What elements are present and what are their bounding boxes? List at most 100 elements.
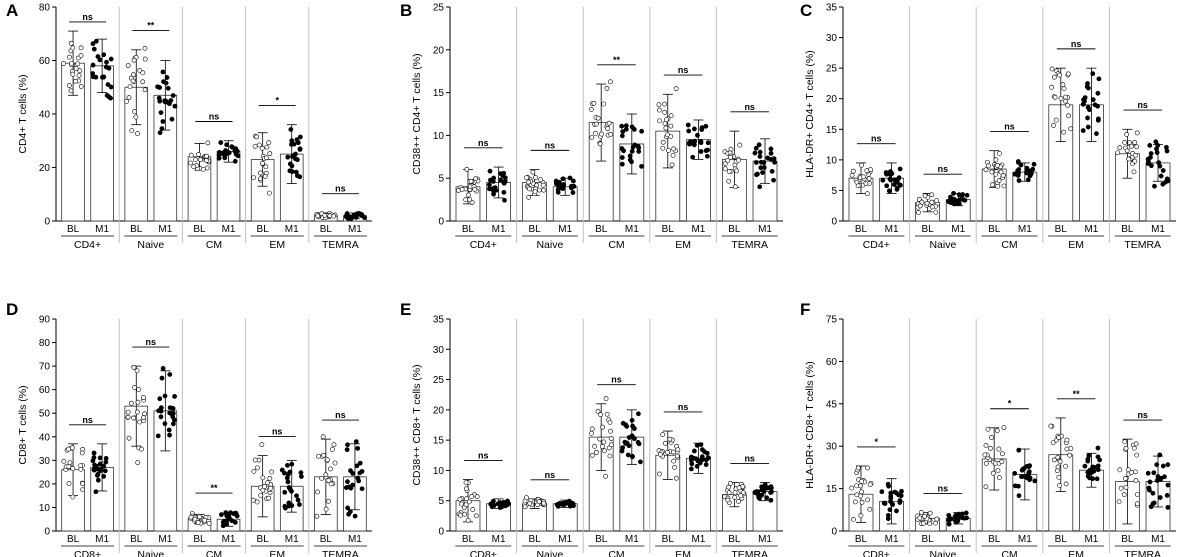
data-point-m1 — [1156, 160, 1162, 166]
data-point-bl — [457, 496, 463, 502]
data-point-m1 — [90, 71, 96, 76]
data-point-m1 — [688, 466, 694, 472]
y-tick-label: 10 — [826, 155, 838, 166]
data-point-bl — [929, 192, 935, 198]
data-point-bl — [736, 157, 741, 163]
data-point-bl — [858, 483, 863, 489]
data-point-m1 — [625, 452, 631, 458]
data-point-m1 — [752, 489, 758, 495]
y-tick-label: 0 — [44, 527, 50, 538]
data-point-bl — [1060, 82, 1066, 88]
data-point-bl — [728, 154, 733, 160]
data-point-bl — [867, 482, 873, 487]
data-point-bl — [128, 400, 134, 406]
data-point-bl — [1056, 474, 1062, 480]
data-point-m1 — [755, 171, 760, 177]
data-point-m1 — [1026, 469, 1032, 475]
data-point-bl — [1048, 423, 1054, 429]
data-point-m1 — [1165, 462, 1171, 468]
data-point-bl — [989, 182, 995, 188]
data-point-bl — [656, 102, 662, 108]
data-point-bl — [1000, 173, 1006, 178]
data-point-bl — [863, 181, 869, 186]
data-point-bl — [1067, 452, 1073, 458]
data-point-m1 — [1147, 142, 1153, 148]
data-point-bl — [466, 499, 472, 505]
x-subgroup-label: M1 — [885, 534, 899, 545]
y-tick-label: 25 — [433, 375, 445, 386]
data-point-m1 — [90, 62, 96, 68]
data-point-m1 — [769, 168, 775, 174]
data-point-m1 — [764, 495, 770, 501]
significance-label: ns — [335, 184, 346, 194]
data-point-bl — [599, 131, 604, 137]
data-point-bl — [934, 516, 940, 522]
data-point-bl — [671, 458, 677, 464]
significance-label: ns — [678, 65, 689, 75]
x-group-label: CD4+ — [74, 239, 101, 251]
y-tick-label: 15 — [826, 484, 838, 495]
data-point-bl — [854, 492, 860, 498]
data-point-bl — [732, 490, 738, 496]
data-point-m1 — [160, 119, 166, 124]
x-subgroup-label: M1 — [1018, 534, 1032, 545]
data-point-m1 — [1162, 474, 1167, 480]
data-point-m1 — [502, 503, 508, 509]
data-point-bl — [136, 387, 142, 392]
data-point-m1 — [1094, 476, 1100, 482]
significance-label: ns — [82, 415, 93, 425]
data-point-m1 — [498, 177, 504, 183]
data-point-bl — [868, 167, 873, 173]
data-point-bl — [66, 54, 72, 60]
data-point-bl — [192, 157, 198, 163]
significance-label: ns — [1071, 39, 1082, 49]
x-subgroup-label: BL — [193, 534, 206, 545]
data-point-m1 — [104, 59, 109, 65]
data-point-bl — [660, 432, 665, 437]
data-point-m1 — [1085, 104, 1091, 110]
data-point-bl — [70, 445, 75, 451]
data-point-m1 — [570, 178, 576, 184]
data-point-m1 — [1148, 504, 1154, 510]
data-point-m1 — [1026, 476, 1032, 481]
data-point-m1 — [753, 145, 759, 151]
data-point-bl — [663, 125, 669, 131]
data-point-bl — [267, 476, 273, 481]
data-point-m1 — [757, 154, 763, 159]
data-point-m1 — [224, 142, 230, 148]
data-point-m1 — [619, 155, 625, 160]
y-tick-label: 0 — [438, 217, 444, 228]
x-group-label: CM — [206, 549, 222, 557]
data-point-bl — [463, 480, 469, 486]
data-point-m1 — [160, 365, 166, 371]
data-point-bl — [660, 145, 666, 151]
data-point-bl — [1134, 501, 1140, 507]
data-point-bl — [986, 163, 991, 169]
x-subgroup-label: M1 — [758, 224, 772, 235]
data-point-m1 — [362, 215, 367, 221]
data-point-bl — [533, 175, 538, 180]
data-point-bl — [599, 444, 605, 449]
data-point-bl — [1122, 439, 1128, 445]
significance-label: ns — [1004, 121, 1015, 131]
data-point-m1 — [631, 127, 637, 132]
significance-label: ns — [545, 140, 556, 150]
data-point-m1 — [553, 181, 559, 187]
data-point-bl — [603, 473, 608, 479]
data-point-m1 — [1087, 475, 1093, 481]
data-point-m1 — [889, 502, 895, 507]
data-point-m1 — [108, 84, 114, 90]
data-point-bl — [131, 72, 136, 78]
data-point-bl — [662, 109, 668, 115]
data-point-bl — [1061, 129, 1067, 135]
data-point-m1 — [639, 163, 644, 169]
data-point-m1 — [93, 489, 99, 495]
x-subgroup-label: M1 — [348, 534, 362, 545]
data-point-bl — [72, 78, 78, 84]
y-tick-label: 20 — [433, 405, 445, 416]
data-point-m1 — [103, 64, 109, 70]
data-point-bl — [593, 121, 599, 127]
data-point-m1 — [894, 508, 899, 514]
data-point-bl — [1064, 446, 1070, 452]
